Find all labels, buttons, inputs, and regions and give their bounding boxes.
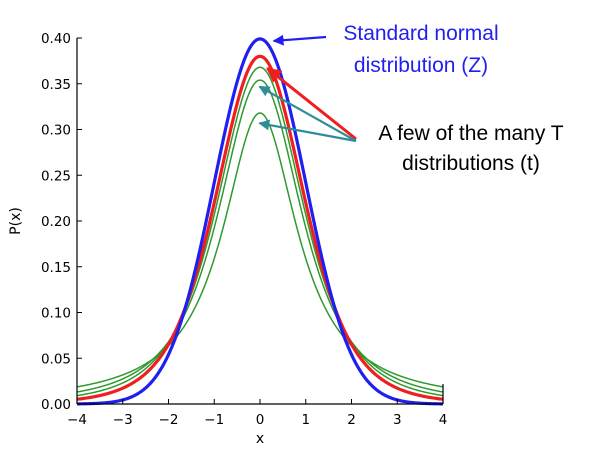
x-tick-label: 3: [393, 412, 402, 428]
normal-annotation-arrow: [272, 34, 327, 46]
axes: [76, 38, 444, 405]
x-tick-label: −2: [159, 412, 179, 428]
y-tick-label: 0.10: [41, 306, 71, 322]
annotation-line: distributions (t): [402, 152, 540, 175]
x-tick-label: 2: [347, 412, 356, 428]
annotations: Standard normal distribution (Z) A few of …: [258, 22, 564, 175]
t-curve-df-1: [76, 112, 444, 388]
annotation-line: A few of the many T: [378, 122, 563, 145]
y-axis-label: P(x): [8, 207, 24, 235]
t-curve-df-3: [76, 66, 444, 397]
t-curve-df-2: [76, 79, 444, 393]
normal-annotation-text: Standard normal distribution (Z): [343, 22, 498, 77]
y-tick-label: 0.40: [41, 31, 71, 47]
y-tick-label: 0.20: [41, 214, 71, 230]
y-tick-label: 0.05: [41, 351, 71, 367]
series-layer: [76, 37, 444, 406]
y-tick-label: 0.35: [41, 77, 71, 93]
x-tick-label: −3: [113, 412, 133, 428]
ticks: −4 −3 −2 −1 0 1 2 3 4 0.00 0.05 0.10 0.15 0.20 0.25 0.3…: [41, 31, 447, 428]
y-tick-label: 0.25: [41, 168, 71, 184]
annotation-line: distribution (Z): [354, 54, 488, 77]
y-tick-label: 0.30: [41, 123, 71, 139]
x-tick-label: −1: [204, 412, 224, 428]
t-annotation-arrow-teal: [258, 119, 357, 143]
t-annotation-arrow-teal: [258, 85, 357, 142]
y-tick-label: 0.00: [41, 397, 71, 413]
x-tick-label: 4: [439, 412, 448, 428]
y-tick-label: 0.15: [41, 260, 71, 276]
x-tick-label: 1: [301, 412, 310, 428]
t-annotation-text: A few of the many T distributions (t): [378, 122, 563, 175]
x-axis-label: x: [256, 431, 264, 447]
normal-curve: [76, 37, 444, 406]
t-curve-df-5: [76, 54, 444, 401]
t-annotation-arrow-red: [266, 67, 357, 141]
x-tick-label: 0: [256, 412, 265, 428]
x-tick-label: −4: [67, 412, 87, 428]
annotation-line: Standard normal: [343, 22, 498, 45]
